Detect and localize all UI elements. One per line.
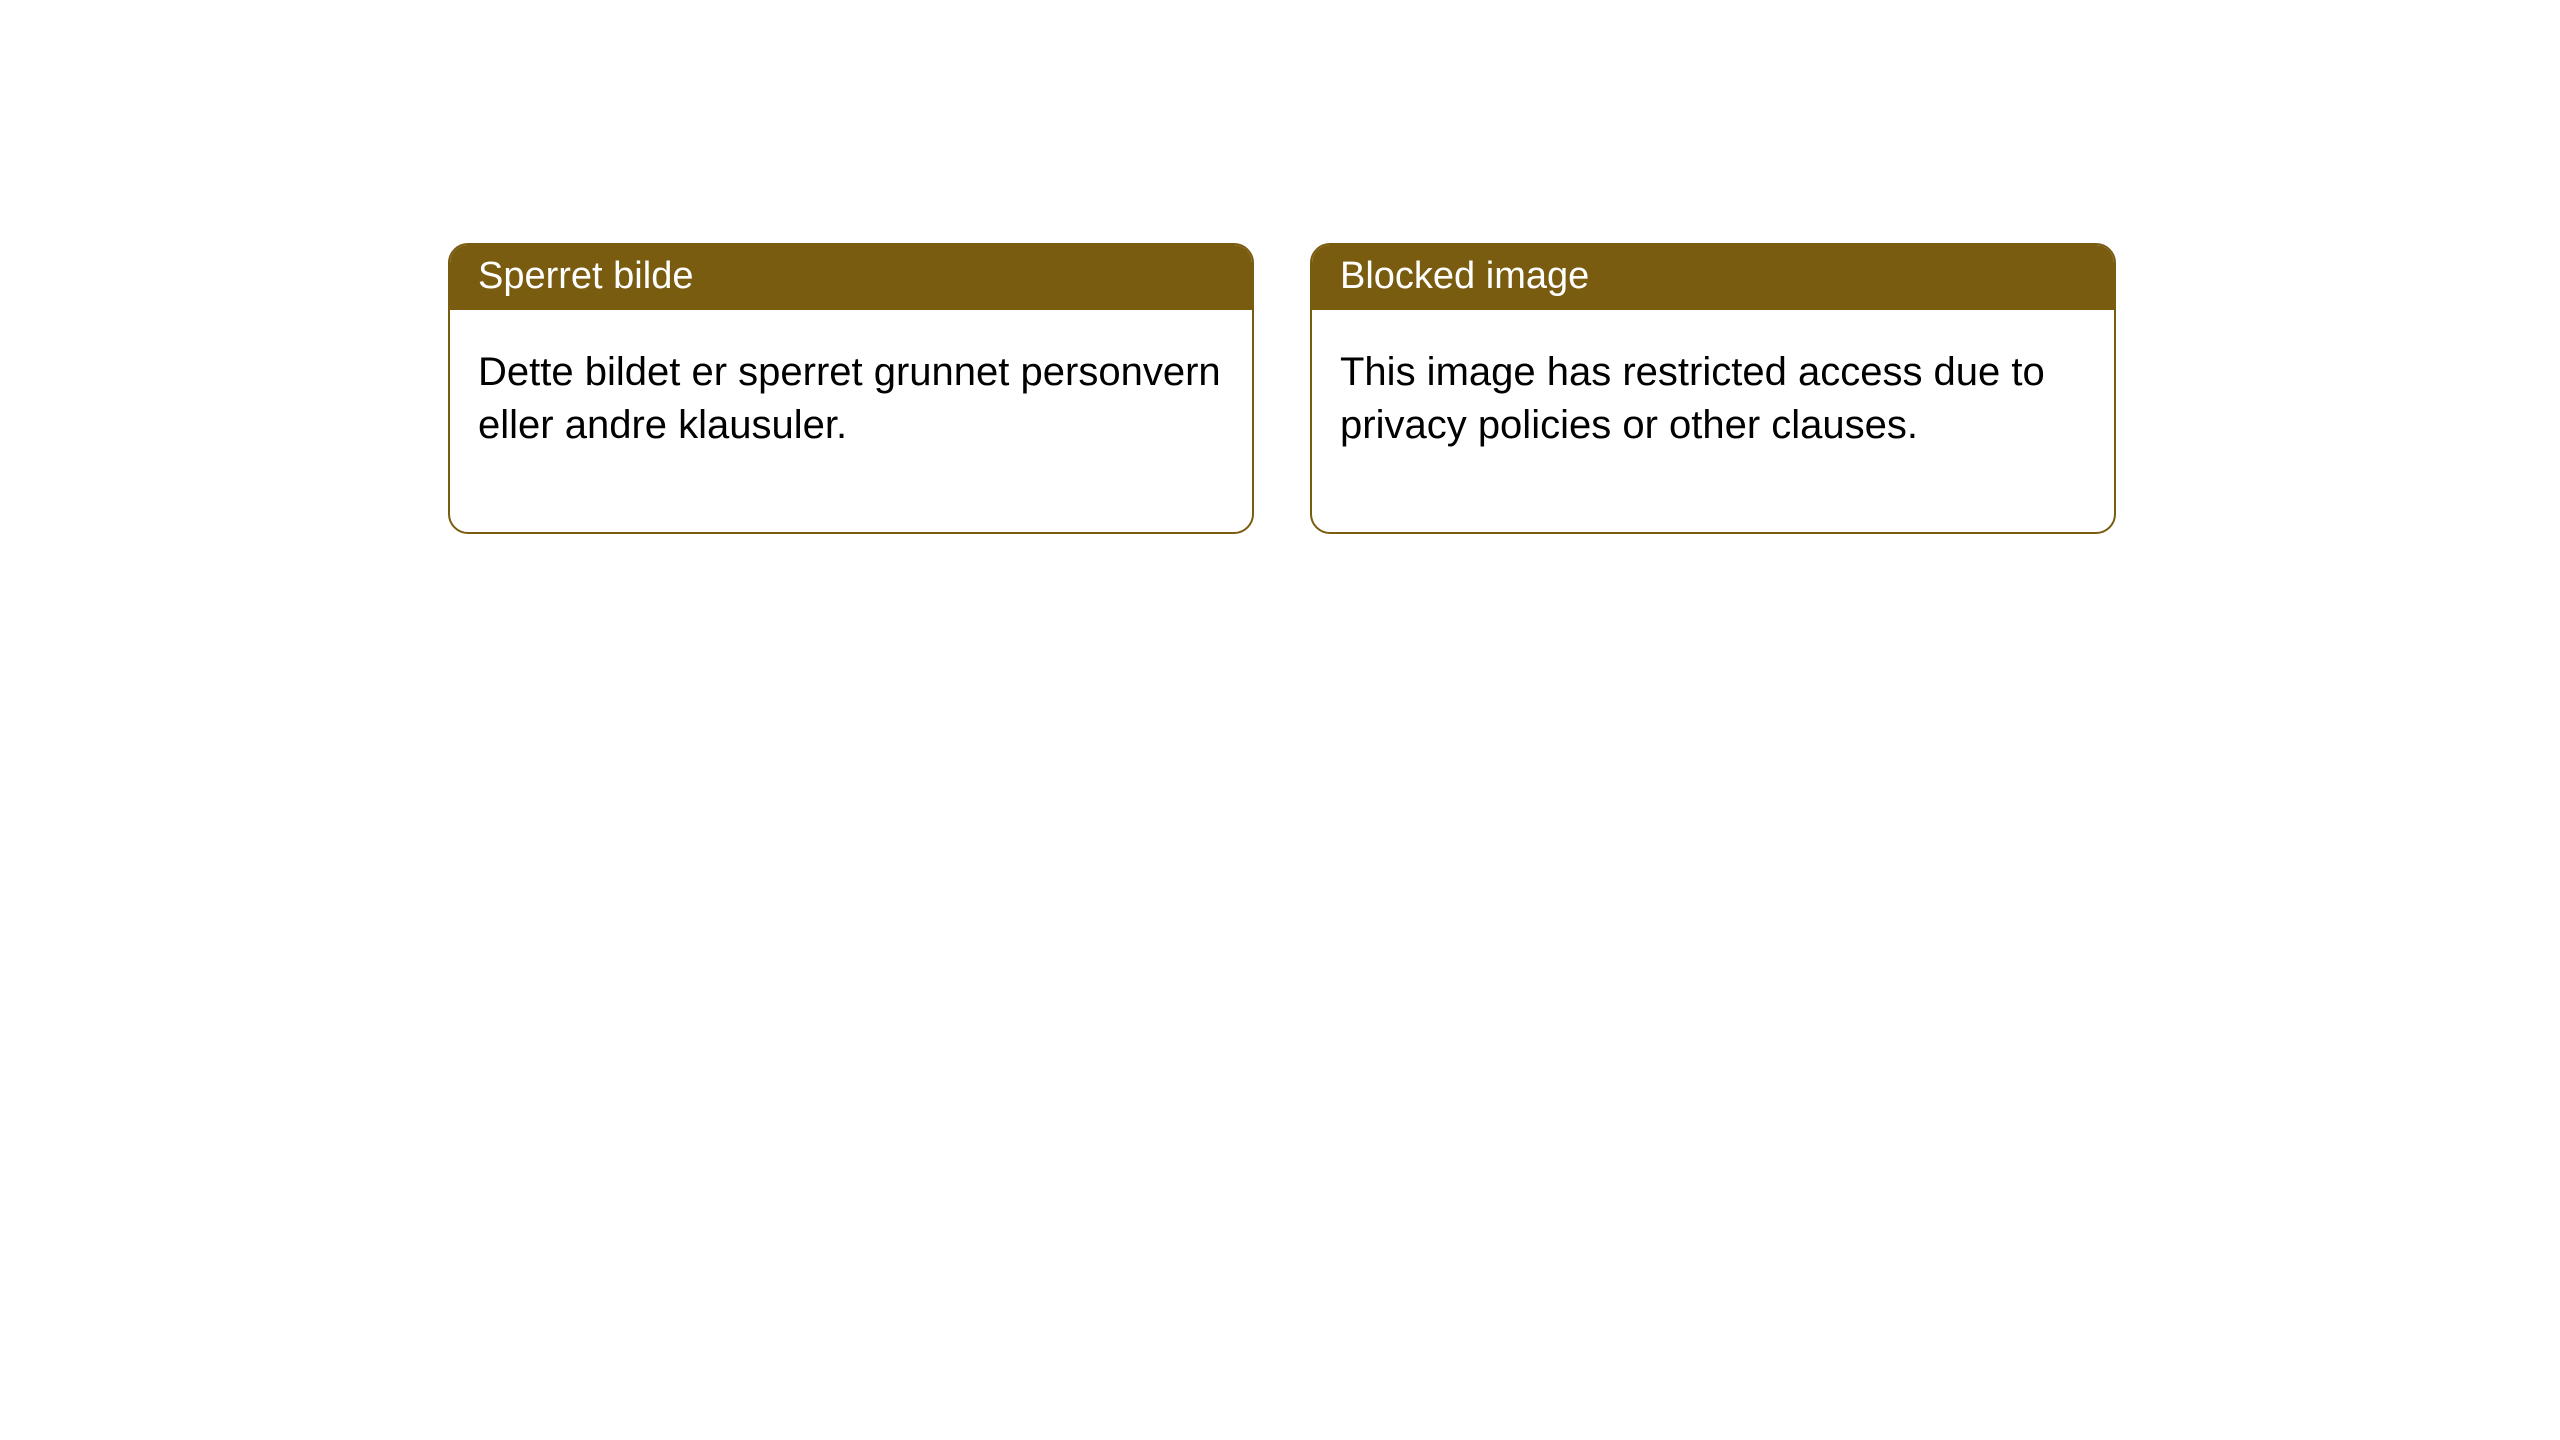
notice-card-norwegian: Sperret bilde Dette bildet er sperret gr… [448,243,1254,534]
card-body-text: This image has restricted access due to … [1312,310,2114,532]
notice-card-english: Blocked image This image has restricted … [1310,243,2116,534]
card-body-text: Dette bildet er sperret grunnet personve… [450,310,1252,532]
card-title: Blocked image [1312,245,2114,310]
notice-container: Sperret bilde Dette bildet er sperret gr… [0,0,2560,534]
card-title: Sperret bilde [450,245,1252,310]
